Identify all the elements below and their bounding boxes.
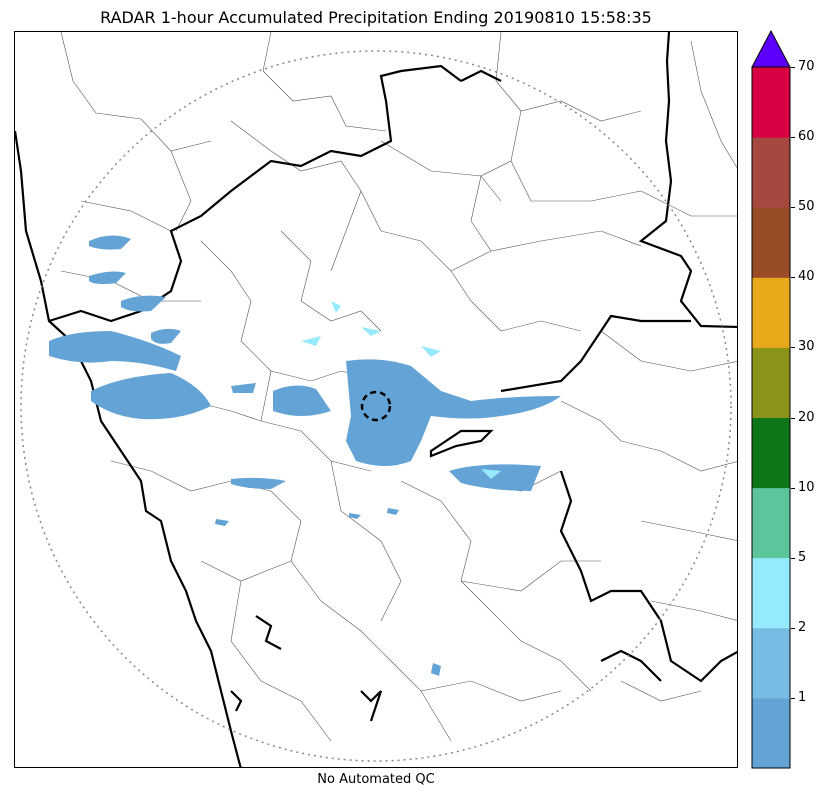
colorbar-extend-arrow [751, 30, 791, 68]
colorbar-tick-mark [791, 487, 795, 489]
colorbar [751, 30, 791, 769]
colorbar-band [752, 347, 790, 418]
colorbar-tick-label: 40 [798, 269, 815, 285]
colorbar-tick-mark [791, 67, 795, 68]
colorbar-tick-label: 1 [798, 689, 807, 705]
colorbar-tick-label: 2 [798, 619, 807, 635]
map-canvas [15, 32, 737, 767]
colorbar-tick-label: 5 [798, 549, 807, 565]
radar-site-marker [360, 390, 392, 422]
colorbar-tick-mark [791, 277, 795, 279]
colorbar-tick-mark [791, 137, 795, 139]
colorbar-band [752, 67, 790, 138]
colorbar-band [752, 697, 790, 769]
radar-range-ring [20, 50, 732, 762]
colorbar-tick-mark [791, 347, 795, 349]
colorbar-band [752, 137, 790, 208]
map-title: RADAR 1-hour Accumulated Precipitation E… [100, 8, 652, 27]
colorbar-tick-label: 60 [798, 129, 815, 145]
colorbar-bands [752, 67, 790, 769]
colorbar-band [752, 487, 790, 559]
colorbar-tick-mark [791, 627, 795, 629]
precipitation-moderate [301, 301, 501, 479]
colorbar-tick-label: 10 [798, 479, 815, 495]
colorbar-tick-mark [791, 417, 795, 419]
colorbar-tick-mark [791, 697, 795, 699]
colorbar-tick-label: 20 [798, 409, 815, 425]
colorbar-band [752, 277, 790, 348]
colorbar-frame [751, 66, 791, 769]
colorbar-tick-label: 30 [798, 339, 815, 355]
precipitation-echoes [49, 235, 561, 676]
colorbar-tick-label: 50 [798, 199, 815, 215]
colorbar-band [752, 557, 790, 629]
colorbar-tick-mark [791, 207, 795, 209]
radar-map[interactable] [14, 31, 738, 768]
colorbar-band [752, 417, 790, 489]
qc-note: No Automated QC [317, 772, 435, 787]
colorbar-band [752, 207, 790, 278]
colorbar-band [752, 627, 790, 699]
colorbar-tick-label: 70 [798, 59, 815, 74]
colorbar-tick-mark [791, 557, 795, 559]
